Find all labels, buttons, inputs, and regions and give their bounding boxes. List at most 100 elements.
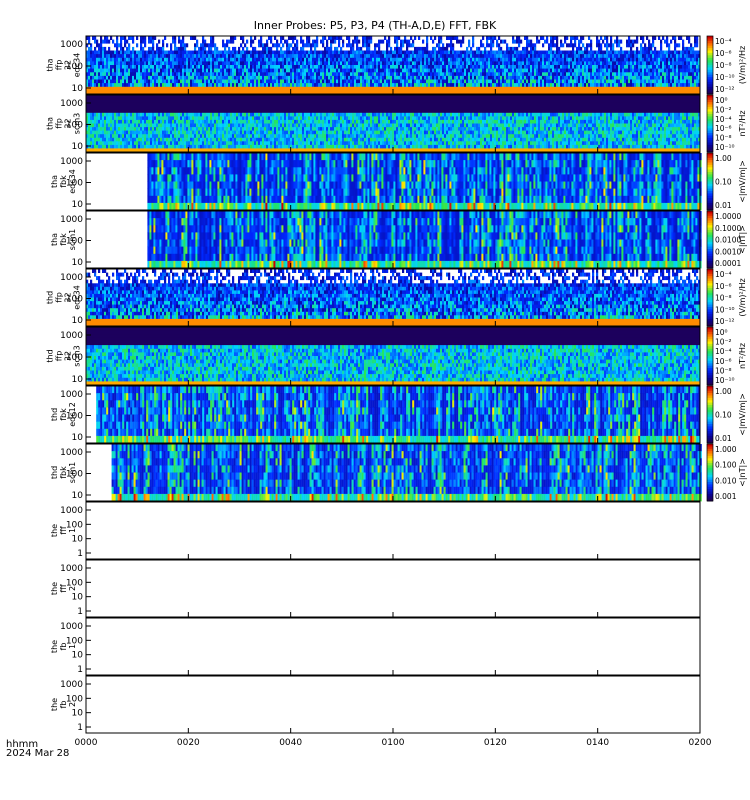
panel-tha_fbk_scm1: 1000 100 10 thafbkscm1 1.0000 0.1000 0.0100 0.0… [50,210,747,269]
y-tick-label: 100 [66,412,83,422]
colorbar-label: <|nT|> [738,458,747,487]
heatmap-tha_fbk_edc34 [147,153,702,211]
colorbar-tick-label: 0.100 [715,461,737,470]
y-axis-label: thefb2 [50,698,77,711]
colorbar-tick-label: 10⁻⁴ [715,115,732,124]
colorbar-label: (V/m)²/Hz [738,278,747,316]
panel-tha_ffp_32_edc34: 100010010thaffp32edc3410⁻⁴10⁻⁶10⁻⁸10⁻¹⁰1… [46,35,747,95]
colorbar-tick-label: 10⁻¹⁰ [715,73,735,82]
x-tick-label: 0100 [382,738,405,748]
colorbar-label: <|nT|> [738,225,747,254]
y-tick-label: 1 [77,607,83,617]
y-axis-label: thdfbkscm1 [50,462,77,483]
colorbar-tick-label: 10⁻⁴ [715,270,732,279]
colorbar-label: nT²/Hz [738,343,747,369]
colorbar-tick-label: 0.10 [715,178,732,187]
y-tick-label: 10 [72,593,84,603]
colorbar-tick-label: 10⁰ [715,328,728,337]
y-tick-label: 10 [72,433,84,443]
panel-thd_ffp_32_scm3: 1000 100 10 thdffp32scm3 10⁰10⁻²10⁻⁴10⁻⁶10⁻⁸… [46,326,747,386]
x-tick-label: 0200 [689,738,712,748]
y-tick-label: 10 [72,535,84,545]
y-tick-label: 10 [72,142,84,152]
colorbar-label: <|mV/m|> [738,393,747,436]
colorbar-thd_fbk_edc12: 1.00 0.10 0.01 <|mV/m|> [706,385,747,444]
heatmap-tha_fbk_scm1 [147,211,702,269]
y-tick-label: 1000 [60,157,83,167]
y-tick-label: 100 [66,121,83,131]
y-tick-label: 1000 [60,564,83,574]
x-tick-label: 0040 [279,738,302,748]
colorbar-tha_fbk_scm1: 1.0000 0.1000 0.0100 0.0010 0.0001 <|nT|> [706,210,747,269]
y-tick-label: 10 [72,375,84,385]
y-tick-label: 1 [77,665,83,675]
colorbar-tick-label: 10⁰ [715,96,728,105]
colorbar-tick-label: 10⁻⁸ [715,294,732,303]
colorbar-tick-label: 1.000 [715,445,737,454]
colorbar-thd_ffp_32_edc34: 10⁻⁴ 10⁻⁶ 10⁻⁸ 10⁻¹⁰ 10⁻¹²(V/m)²/Hz [706,268,747,327]
y-tick-label: 10 [72,200,84,210]
heatmap-thd_fbk_edc12 [96,386,701,444]
y-tick-label: 10 [72,316,84,326]
panel-frame [85,501,701,560]
y-tick-label: 1000 [60,506,83,516]
y-tick-label: 100 [66,636,83,646]
panel-thd_fbk_scm1: 1000 100 10 thdfbkscm1 1.000 0.100 0.010 0.001<… [50,443,747,502]
x-tick-label: 0020 [177,738,200,748]
colorbar-tick-label: 0.010 [715,476,737,485]
x-tick-label: 0140 [586,738,609,748]
colorbar-tick-label: 0.0001 [715,259,741,268]
time-axis: 0000 0020 0040 0100 0120 0140 0200 [75,89,712,748]
y-tick-label: 1000 [60,215,83,225]
y-tick-label: 100 [66,520,83,530]
colorbar-label: (V/m)²/Hz [738,46,747,84]
y-axis-label: thaffp32edc34 [46,53,82,78]
y-tick-label: 1000 [60,390,83,400]
y-axis-label: thefff1 [50,524,77,537]
colorbar-tick-label: 0.001 [715,492,737,501]
colorbar-tick-label: 0.01 [715,201,732,210]
y-tick-label: 100 [66,470,83,480]
y-axis-label: thdffp32edc34 [46,285,82,310]
colorbar-tick-label: 1.0000 [715,212,741,221]
y-tick-label: 10 [72,709,84,719]
y-tick-label: 100 [66,179,83,189]
colorbar-tha_ffp_32_edc34: 10⁻⁴ 10⁻⁶ 10⁻⁸ 10⁻¹⁰ 10⁻¹²(V/m)²/Hz [706,35,747,95]
y-axis-label: thaffp32scm3 [46,113,82,134]
colorbar-label: <|mV/m|> [738,160,747,203]
panel-thd_fbk_edc12: 1000 100 10 thdfbkedc12 1.00 0.10 0.01 <|mV/m|> [50,385,747,444]
y-tick-label: 100 [66,578,83,588]
panel-thd_ffp_32_edc34: 100010010thdffp32edc3410⁻⁴10⁻⁶10⁻⁸10⁻¹⁰1… [46,268,747,327]
y-tick-label: 10 [72,258,84,268]
colorbar-tick-label: 1.00 [715,387,732,396]
y-tick-label: 1000 [60,273,83,283]
y-tick-label: 1000 [60,331,83,341]
colorbar-tick-label: 0.1000 [715,224,741,233]
y-tick-label: 1 [77,549,83,559]
colorbar-tick-label: 10⁻¹⁰ [715,376,735,385]
colorbar-tick-label: 10⁻⁶ [715,357,732,366]
svg-text:(V/m)²/Hz: (V/m)²/Hz [738,46,747,84]
colorbar-tick-label: 10⁻⁶ [715,282,732,291]
heatmap-thd_ffp_32_scm3 [86,327,701,386]
y-tick-label: 100 [66,353,83,363]
colorbar-tick-label: 10⁻⁴ [715,37,732,46]
y-tick-label: 1000 [60,680,83,690]
y-tick-label: 10 [72,491,84,501]
colorbar-tick-label: 10⁻⁶ [715,49,732,58]
y-tick-label: 100 [66,295,83,305]
y-tick-label: 10 [72,84,84,94]
panel-the_fff_2: 1000 100 10 1 thefff2 [50,559,701,618]
panel-frame [85,617,701,676]
panel-frame [85,675,701,734]
y-axis-label: thafbkscm1 [50,229,77,250]
y-axis-label: thefb1 [50,640,77,653]
panel-the_fb_1: 1000 100 10 1 thefb1 [50,617,701,676]
colorbar-tick-label: 10⁻⁴ [715,347,732,356]
time-axis-label: hhmm [6,740,38,750]
panel-the_fff_1: 1000 100 10 1 thefff1 [50,501,701,560]
panel-frame [85,559,701,618]
y-tick-label: 100 [66,694,83,704]
heatmap-thd_fbk_scm1 [111,444,702,502]
colorbar-tick-label: 0.01 [715,434,732,443]
